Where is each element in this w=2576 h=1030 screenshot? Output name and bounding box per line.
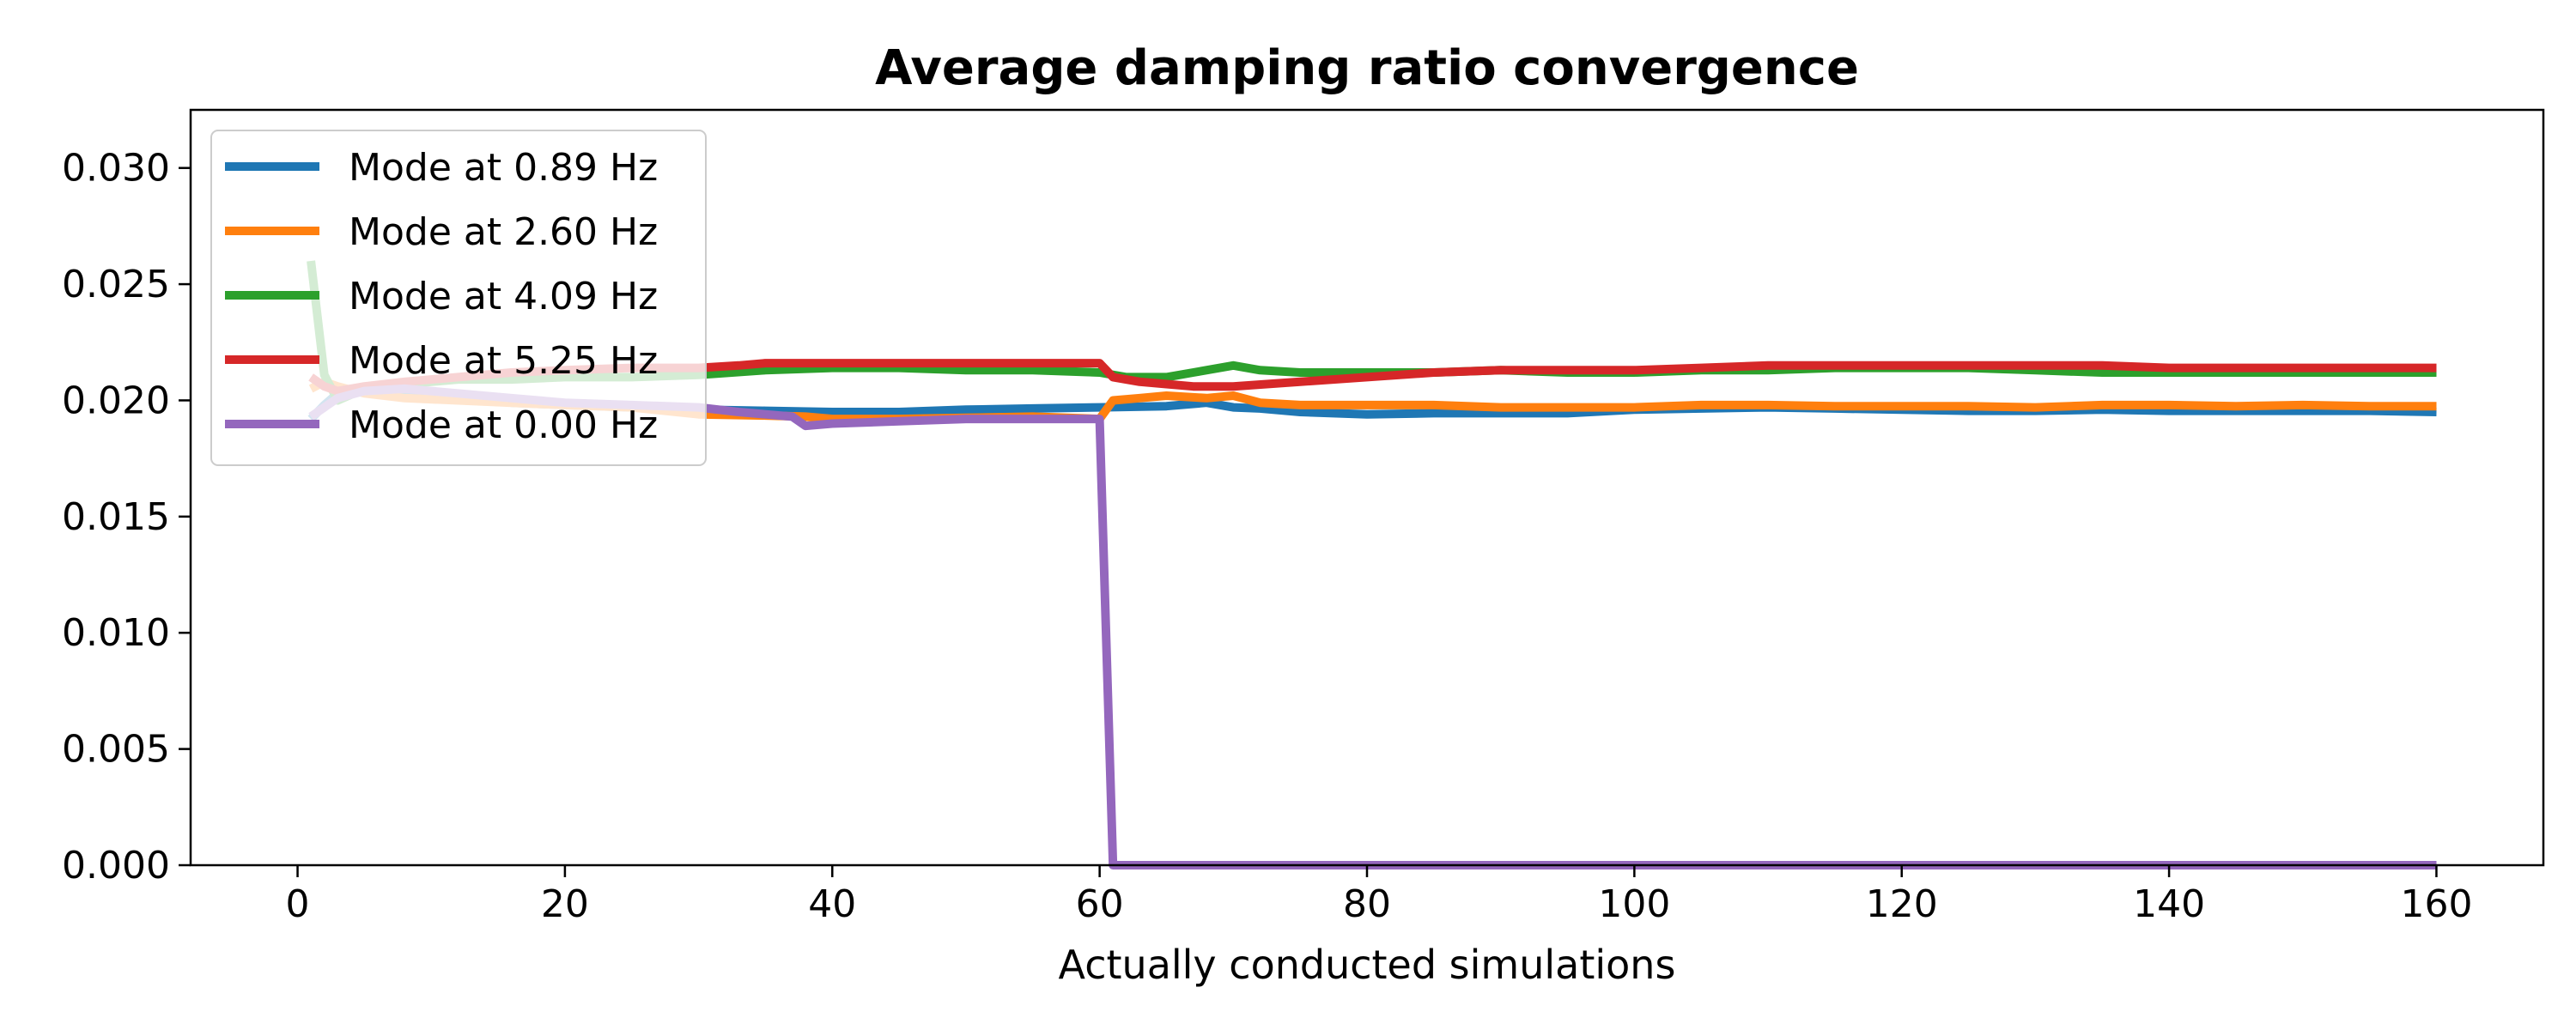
- y-tick-label: 0.015: [62, 495, 170, 539]
- legend-label-1: Mode at 0.89 Hz: [349, 146, 658, 190]
- x-tick-label: 0: [286, 882, 310, 926]
- y-tick-label: 0.025: [62, 263, 170, 306]
- x-tick-label: 80: [1343, 882, 1391, 926]
- legend-items: Mode at 0.89 Hz Mode at 2.60 Hz Mode at 4.…: [225, 146, 658, 447]
- y-tick-label: 0.010: [62, 611, 170, 655]
- y-tick-label: 0.005: [62, 728, 170, 772]
- x-tick-label: 20: [541, 882, 589, 926]
- x-tick-label: 60: [1076, 882, 1124, 926]
- legend-label-5: Mode at 0.00 Hz: [349, 403, 658, 447]
- x-tick-label: 40: [808, 882, 856, 926]
- legend-label-4: Mode at 5.25 Hz: [349, 339, 658, 383]
- y-tick-label: 0.000: [62, 844, 170, 888]
- x-tick-label: 100: [1598, 882, 1670, 926]
- x-axis-ticks: 0 20 40 60 80 100 120 140 160: [286, 865, 2472, 926]
- x-axis-label: Actually conducted simulations: [1059, 942, 1676, 988]
- legend-label-2: Mode at 2.60 Hz: [349, 210, 658, 254]
- y-axis-ticks: 0.000 0.005 0.010 0.015 0.020 0.025 0.030: [62, 147, 191, 888]
- legend-label-3: Mode at 4.09 Hz: [349, 275, 658, 318]
- y-tick-label: 0.020: [62, 379, 170, 422]
- x-tick-label: 120: [1866, 882, 1938, 926]
- x-tick-label: 140: [2133, 882, 2205, 926]
- legend-box: [210, 130, 707, 466]
- y-tick-label: 0.030: [62, 147, 170, 191]
- chart-title: Average damping ratio convergence: [875, 40, 1859, 96]
- legend: Mode at 0.89 Hz Mode at 2.60 Hz Mode at 4.…: [210, 130, 707, 466]
- x-tick-label: 160: [2400, 882, 2472, 926]
